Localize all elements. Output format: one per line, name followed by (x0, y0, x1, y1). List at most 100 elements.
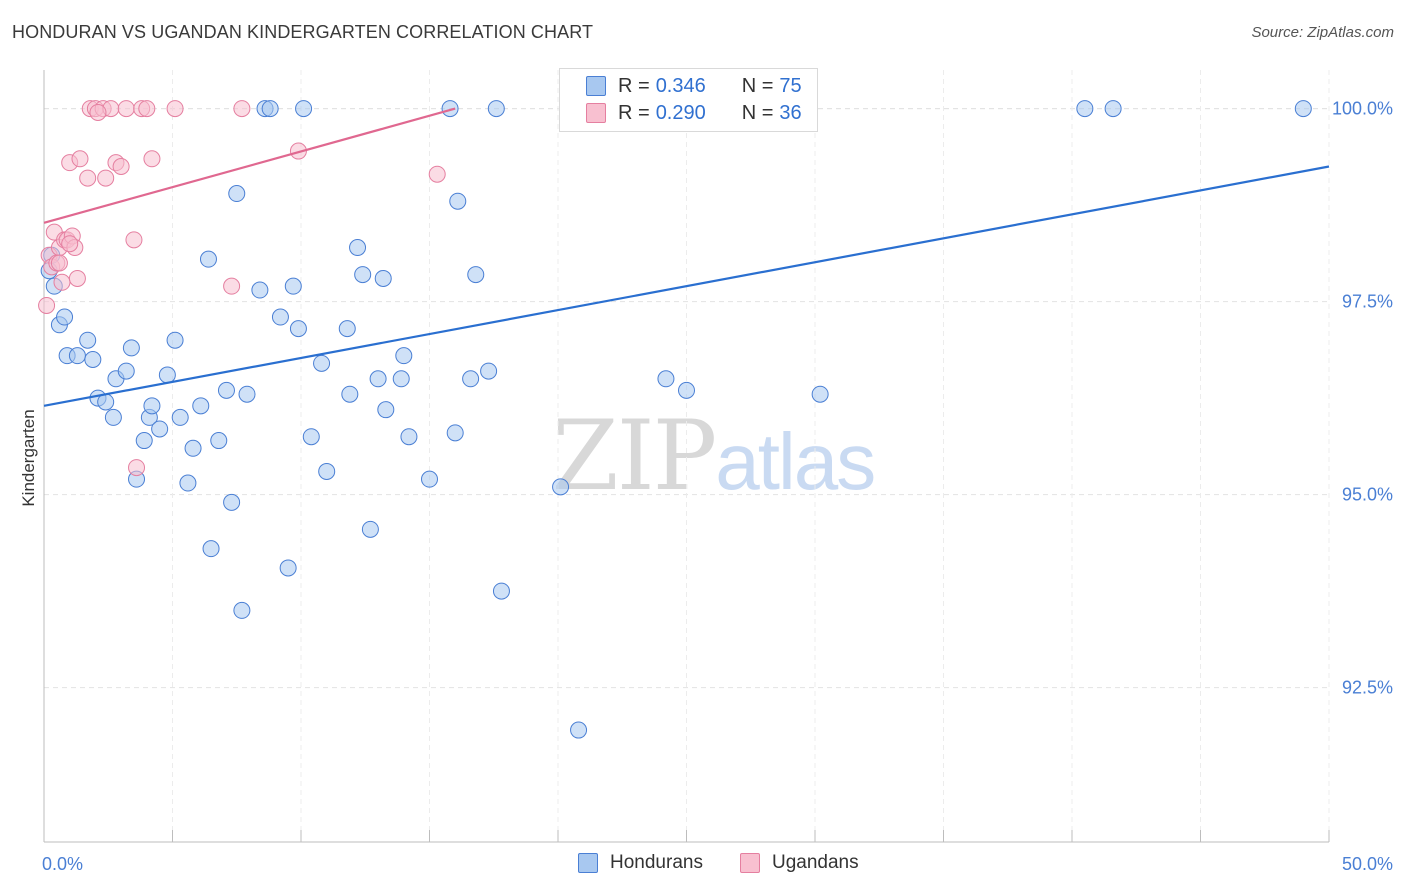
hondurans-point (446, 424, 464, 442)
trend-layer (43, 107, 1330, 407)
hondurans-point (1076, 100, 1094, 118)
hondurans-point (1294, 100, 1312, 118)
hondurans-point (122, 339, 140, 357)
legend-n-label: N = (741, 74, 774, 97)
ugandans-point (117, 100, 135, 118)
hondurans-point (238, 385, 256, 403)
series-label-hondurans: Hondurans (610, 852, 703, 873)
hondurans-point (570, 721, 588, 739)
hondurans-point (392, 370, 410, 388)
hondurans-point (338, 320, 356, 338)
legend-n-value: 75 (779, 74, 802, 97)
hondurans-trend-line (43, 165, 1330, 407)
hondurans-point (184, 439, 202, 457)
hondurans-point (361, 520, 379, 538)
hondurans-point (354, 266, 372, 284)
legend-r-value: 0.346 (655, 74, 706, 97)
hondurans-point (271, 308, 289, 326)
ugandans-point (223, 277, 241, 295)
x-tick-label: 50.0% (1342, 854, 1393, 874)
hondurans-point (192, 397, 210, 415)
hondurans-point (210, 432, 228, 450)
hondurans-point (158, 366, 176, 384)
hondurans-point (284, 277, 302, 295)
legend-swatch-ugandans (586, 103, 606, 123)
hondurans-point (313, 354, 331, 372)
label-layer: 92.5% 95.0% 97.5% 100.0% 0.0% 50.0% Kindergart… (19, 99, 1393, 874)
hondurans-point (79, 331, 97, 349)
ugandans-point (89, 103, 107, 121)
hondurans-point (480, 362, 498, 380)
hondurans-point (374, 269, 392, 287)
hondurans-point (657, 370, 675, 388)
ugandans-point (61, 235, 79, 253)
hondurans-point (117, 362, 135, 380)
hondurans-point (377, 401, 395, 419)
hondurans-point (487, 100, 505, 118)
hondurans-point (441, 100, 459, 118)
hondurans-point (279, 559, 297, 577)
hondurans-point (84, 351, 102, 368)
y-tick-label: 95.0% (1342, 485, 1393, 505)
ugandans-point (112, 158, 130, 175)
hondurans-point (233, 601, 251, 619)
hondurans-point (492, 582, 510, 600)
hondurans-point (395, 347, 413, 365)
hondurans-point (449, 192, 467, 210)
legend-swatch-hondurans (586, 76, 606, 96)
hondurans-point (302, 428, 320, 446)
hondurans-point (552, 478, 570, 496)
hondurans-point (143, 397, 161, 415)
hondurans-point (467, 266, 485, 284)
hondurans-point (678, 381, 695, 399)
hondurans-point (318, 462, 336, 480)
x-tick-label: 0.0% (42, 854, 83, 874)
hondurans-point (421, 470, 438, 488)
hondurans-point (104, 408, 122, 426)
correlation-legend: R = 0.346 N = 75 R = 0.290 N = 36 (559, 68, 818, 132)
series-label-ugandans: Ugandans (772, 852, 859, 873)
chart-title: HONDURAN VS UGANDAN KINDERGARTEN CORRELA… (12, 22, 594, 42)
watermark-zip: ZIP (552, 400, 717, 512)
hondurans-point (68, 347, 86, 365)
watermark-atlas: atlas (715, 417, 876, 506)
hondurans-point (199, 250, 217, 268)
legend-r-label: R = (618, 101, 650, 124)
ugandans-point (166, 100, 184, 118)
hondurans-point (369, 370, 387, 388)
hondurans-point (251, 281, 269, 299)
hondurans-point (179, 474, 197, 492)
ugandans-point (143, 150, 161, 168)
hondurans-point (341, 385, 359, 403)
ugandans-point (50, 254, 68, 272)
ugandans-trend-line (43, 107, 456, 224)
series-swatch-hondurans (578, 853, 598, 873)
hondurans-point (295, 100, 313, 118)
series-legend-ugandans[interactable]: Ugandans (740, 852, 859, 874)
y-axis-title: Kindergarten (19, 409, 38, 506)
ugandans-point (233, 100, 251, 118)
ugandans-point (125, 231, 143, 249)
series-swatch-ugandans (740, 853, 760, 873)
legend-n-value: 36 (779, 101, 802, 124)
legend-row-hondurans: R = 0.346 N = 75 (586, 74, 802, 98)
ugandans-point (138, 100, 156, 118)
series-legend: Hondurans Ugandans (0, 852, 1406, 878)
ugandans-point (53, 273, 71, 291)
hondurans-point (151, 420, 169, 438)
series-legend-hondurans[interactable]: Hondurans (578, 852, 703, 874)
hondurans-point (223, 493, 241, 511)
axis-layer (43, 70, 1330, 843)
hondurans-point (202, 540, 220, 558)
hondurans-point (811, 385, 829, 403)
hondurans-point (228, 185, 246, 203)
ugandans-point (128, 459, 146, 477)
hondurans-point (400, 428, 418, 446)
points-layer (38, 100, 1312, 739)
ugandans-point (79, 169, 97, 187)
hondurans-point (462, 370, 480, 388)
y-tick-label: 100.0% (1332, 99, 1393, 119)
hondurans-point (1104, 100, 1122, 118)
watermark: ZIPatlas (552, 400, 876, 512)
